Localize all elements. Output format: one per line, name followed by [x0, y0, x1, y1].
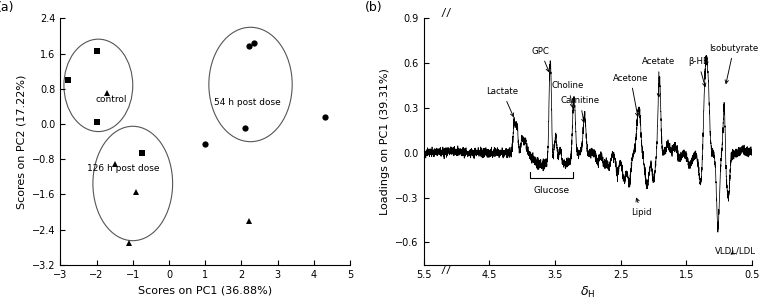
X-axis label: $\delta_{\rm H}$: $\delta_{\rm H}$ — [581, 285, 595, 300]
Y-axis label: Scores on PC2 (17.22%): Scores on PC2 (17.22%) — [16, 75, 26, 209]
Text: 126 h post dose: 126 h post dose — [87, 164, 160, 172]
Text: β-HB: β-HB — [688, 57, 709, 87]
Text: Lactate: Lactate — [486, 87, 519, 116]
Text: (a): (a) — [0, 1, 14, 14]
Text: Lipid: Lipid — [632, 198, 652, 217]
Text: //: // — [441, 9, 452, 18]
X-axis label: Scores on PC1 (36.88%): Scores on PC1 (36.88%) — [138, 285, 272, 295]
Text: control: control — [95, 95, 127, 104]
Y-axis label: Loadings on PC1 (39.31%): Loadings on PC1 (39.31%) — [380, 68, 390, 215]
Text: VLDL/LDL: VLDL/LDL — [715, 247, 756, 256]
Text: (b): (b) — [365, 1, 382, 14]
Text: Choline: Choline — [552, 81, 584, 107]
Text: Acetate: Acetate — [642, 57, 676, 97]
Text: GPC: GPC — [532, 47, 550, 72]
Text: Glucose: Glucose — [533, 186, 570, 195]
Text: 54 h post dose: 54 h post dose — [213, 98, 281, 107]
Text: //: // — [441, 265, 452, 275]
Text: Acetone: Acetone — [613, 74, 649, 116]
Text: Isobutyrate: Isobutyrate — [709, 44, 758, 83]
Text: Carnitine: Carnitine — [560, 96, 600, 122]
